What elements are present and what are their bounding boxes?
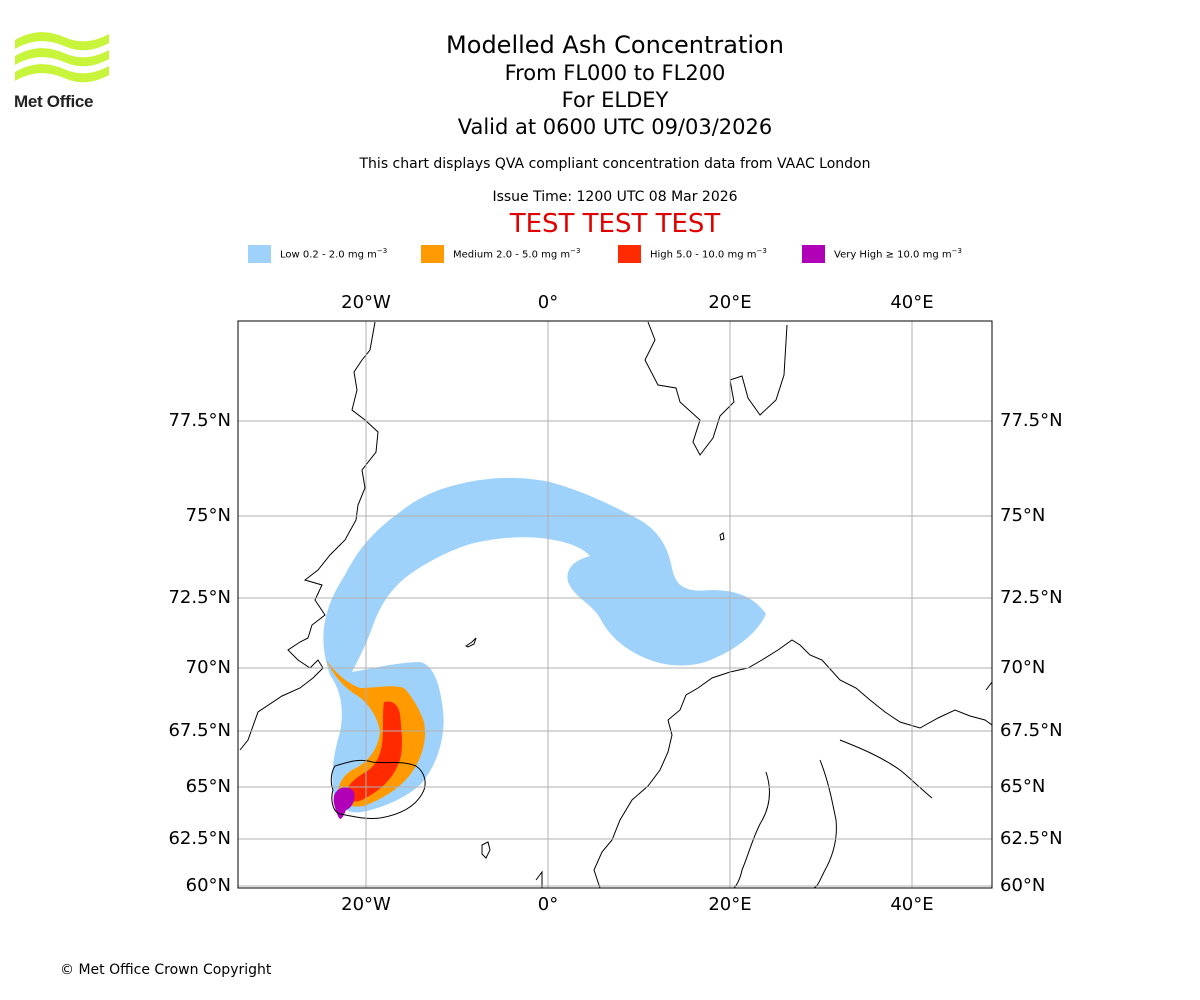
valid-time: Valid at 0600 UTC 09/03/2026 (457, 115, 773, 139)
lat-label-left: 65°N (186, 776, 231, 797)
legend-item-medium: Medium 2.0 - 5.0 mg m−3 (421, 244, 580, 264)
scandinavia-coast (593, 639, 993, 889)
ash-plume (323, 477, 766, 819)
ash-very-high-concentration-area (333, 787, 355, 819)
lat-label-left: 70°N (186, 657, 231, 678)
legend-item-very-high: Very High ≥ 10.0 mg m−3 (802, 244, 962, 264)
lat-label-left: 77.5°N (168, 410, 231, 431)
lat-label-right: 62.5°N (1000, 828, 1063, 849)
flight-level-range: From FL000 to FL200 (504, 61, 726, 85)
legend-swatch-medium (421, 245, 444, 263)
baltic-coast (813, 759, 837, 889)
bear-island-coast (719, 532, 725, 541)
map-axis-labels: 20°W 20°W 0° 0° 20°E 20°E 40°E 40°E 77.5°N 77.5°N… (168, 292, 1062, 915)
logo-wave-3 (15, 64, 109, 83)
lat-label-right: 77.5°N (1000, 410, 1063, 431)
shetland-coast (535, 870, 543, 888)
lon-label-top: 20°W (341, 292, 391, 313)
legend-label-low: Low 0.2 - 2.0 mg m−3 (280, 247, 388, 261)
logo-text: Met Office (14, 92, 94, 111)
map-frame (237, 320, 993, 889)
legend-swatch-high (618, 245, 641, 263)
gulf-of-bothnia-coast (733, 771, 770, 889)
lat-label-left: 62.5°N (168, 828, 231, 849)
lat-label-left: 72.5°N (168, 587, 231, 608)
greenland-coast (239, 321, 379, 751)
lon-label-bottom: 20°E (708, 894, 751, 915)
lon-label-top: 20°E (708, 292, 751, 313)
lon-label-top: 40°E (890, 292, 933, 313)
logo-wave-1 (15, 32, 109, 51)
legend-swatch-very-high (802, 245, 825, 263)
lon-label-bottom: 0° (538, 894, 558, 915)
lat-label-right: 70°N (1000, 657, 1045, 678)
iceland-coast (330, 759, 426, 819)
map-gridlines (238, 321, 992, 888)
issue-time: Issue Time: 1200 UTC 08 Mar 2026 (492, 189, 738, 205)
legend-label-high: High 5.0 - 10.0 mg m−3 (650, 247, 767, 261)
lat-label-right: 60°N (1000, 875, 1045, 896)
met-office-logo (15, 32, 109, 83)
lat-label-left: 60°N (186, 875, 231, 896)
volcano-location: For ELDEY (561, 88, 669, 112)
lat-label-left: 67.5°N (168, 720, 231, 741)
faroe-coast (481, 841, 491, 859)
lat-label-left: 75°N (186, 505, 231, 526)
chart-header: Modelled Ash Concentration From FL000 to… (0, 30, 1200, 238)
ash-medium-concentration-area (326, 660, 426, 807)
legend-swatch-low (248, 245, 271, 263)
legend-item-low: Low 0.2 - 2.0 mg m−3 (248, 244, 387, 264)
legend-item-high: High 5.0 - 10.0 mg m−3 (618, 244, 767, 264)
coastlines (239, 321, 993, 889)
lon-label-bottom: 40°E (890, 894, 933, 915)
lon-label-bottom: 20°W (341, 894, 391, 915)
novaya-zemlya-coast (985, 681, 993, 691)
svalbard-coast (644, 321, 788, 456)
lat-label-right: 67.5°N (1000, 720, 1063, 741)
ash-high-concentration-area (345, 701, 402, 802)
lat-label-right: 75°N (1000, 505, 1045, 526)
legend-label-very-high: Very High ≥ 10.0 mg m−3 (834, 247, 962, 261)
lat-label-right: 65°N (1000, 776, 1045, 797)
page-title: Modelled Ash Concentration (446, 31, 784, 59)
lat-label-right: 72.5°N (1000, 587, 1063, 608)
chart-description: This chart displays QVA compliant concen… (359, 156, 871, 172)
test-banner: TEST TEST TEST (509, 209, 721, 239)
ash-low-concentration-area (323, 477, 766, 813)
logo-wave-2 (15, 48, 109, 67)
copyright-notice: © Met Office Crown Copyright (60, 962, 272, 978)
jan-mayen-coast (465, 637, 477, 648)
concentration-legend: Low 0.2 - 2.0 mg m−3 Medium 2.0 - 5.0 mg… (0, 244, 1200, 264)
legend-label-medium: Medium 2.0 - 5.0 mg m−3 (453, 247, 581, 261)
kola-coast (839, 739, 933, 799)
lon-label-top: 0° (538, 292, 558, 313)
